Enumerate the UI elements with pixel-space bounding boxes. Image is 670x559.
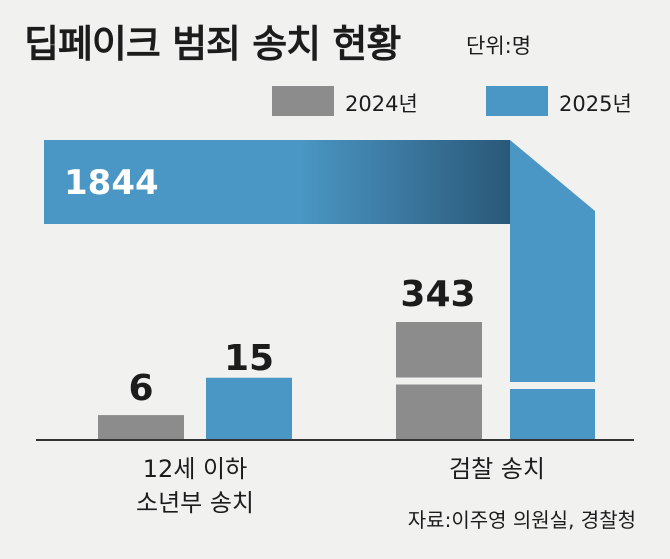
bar-2025-geomchal-base [510,389,595,440]
legend-label-2024: 2024년 [345,92,418,116]
bar-2024-geomchal-bottom [396,384,482,440]
bar-value-label: 15 [224,338,274,379]
unit-label: 단위:명 [466,34,531,58]
bar-2025-geomchal-fold [510,140,595,382]
bar-2025-sonyeonbu [206,377,292,440]
category-label: 12세 이하 [143,455,247,483]
bar-value-label: 343 [400,274,475,315]
legend-swatch-2025 [486,86,548,116]
legend-label-2025: 2025년 [559,92,632,116]
chart-title: 딥페이크 범죄 송치 현황 [24,22,401,66]
bar-value-label: 6 [128,368,153,409]
legend-swatch-2024 [272,86,334,116]
category-label: 소년부 송치 [136,489,254,517]
bar-2024-sonyeonbu [98,415,184,440]
category-label: 검찰 송치 [449,455,545,483]
bar-2024-geomchal-top [396,322,482,378]
bar-2025-geomchal-ribbon [44,140,510,224]
bar-layer [44,140,595,440]
bar-value-label: 1844 [64,163,159,203]
source-note: 자료:이주영 의원실, 경찰청 [408,508,636,532]
